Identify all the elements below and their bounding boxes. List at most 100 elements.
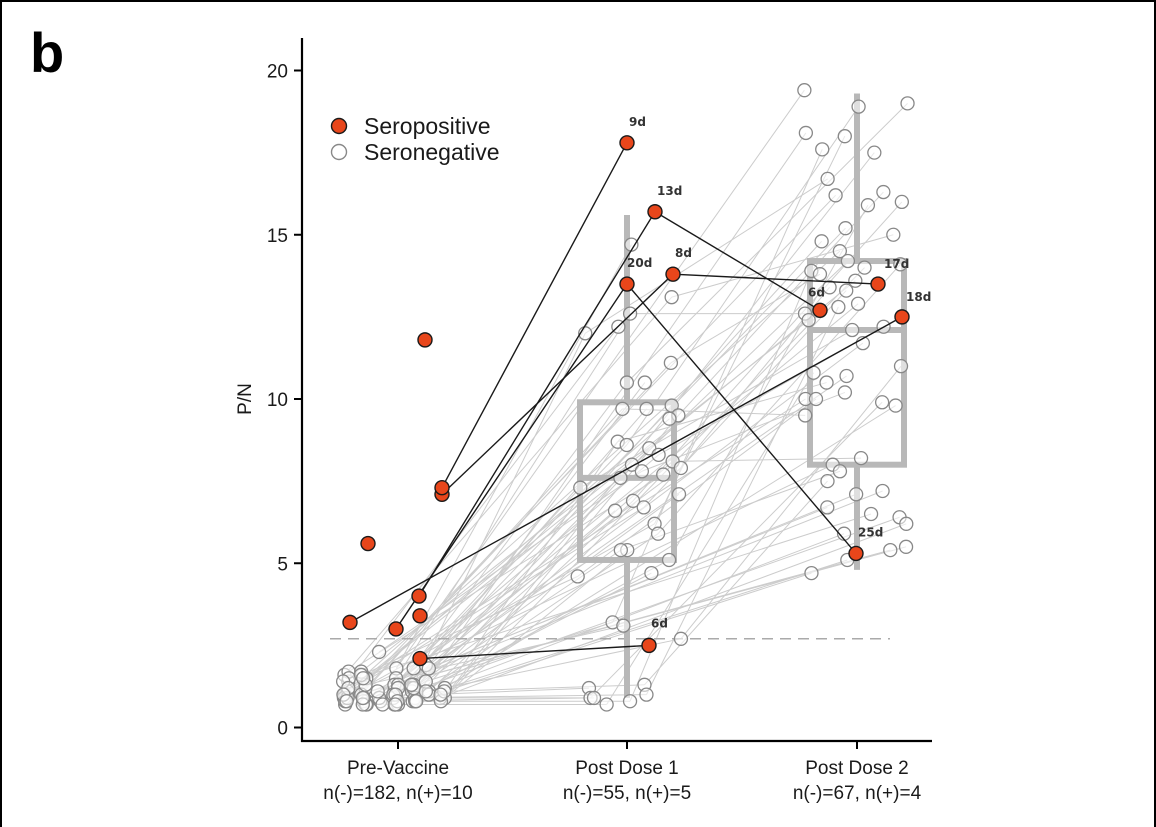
trajectory-line xyxy=(365,625,624,686)
seronegative-point xyxy=(388,697,403,712)
trajectory-line xyxy=(360,319,809,673)
seronegative-point xyxy=(371,644,387,660)
seronegative-point xyxy=(607,503,623,518)
x-category-label: Post Dose 2 xyxy=(805,758,909,779)
seropositive-point xyxy=(647,204,663,220)
trajectory-line xyxy=(362,575,578,676)
seronegative-point xyxy=(838,221,853,236)
seronegative-point xyxy=(625,493,641,508)
seronegative-point xyxy=(819,375,834,390)
seronegative-point xyxy=(860,198,876,213)
seropositive-point xyxy=(417,332,433,348)
trajectory-line xyxy=(394,487,581,686)
seronegative-point xyxy=(798,408,813,423)
seronegative-point xyxy=(815,142,830,157)
seronegative-point xyxy=(622,694,638,709)
trajectory-line xyxy=(606,372,814,705)
seropositive-trajectory xyxy=(626,283,857,554)
seronegative-point xyxy=(837,385,853,400)
trajectory-line xyxy=(344,280,856,696)
x-category-counts: n(-)=55, n(+)=5 xyxy=(563,783,691,804)
axes: 0 5 10 15 20 Pre-Vaccine n(-)=182, n(+)=10 Post… xyxy=(235,38,932,804)
trajectory-line xyxy=(392,227,846,695)
seronegative-point xyxy=(619,375,635,390)
boxplots xyxy=(577,93,907,698)
legend-seropositive-marker xyxy=(330,117,348,135)
seronegative-point xyxy=(832,464,848,479)
seronegative-point xyxy=(848,273,863,288)
seronegative-point xyxy=(433,687,448,702)
trajectory-line xyxy=(671,240,822,406)
trajectory-line xyxy=(348,513,872,682)
seronegative-point xyxy=(639,401,654,417)
seropositive-point xyxy=(342,614,358,631)
seronegative-point xyxy=(848,487,864,502)
y-tick-label: 0 xyxy=(277,719,288,740)
legend-label: Seronegative xyxy=(364,139,500,165)
seronegative-point xyxy=(898,539,914,554)
seronegative-point xyxy=(570,569,585,584)
seronegative-point xyxy=(874,395,890,410)
seronegative-point xyxy=(801,313,816,328)
seronegative-point xyxy=(804,565,819,581)
trajectory-line xyxy=(394,382,628,692)
seronegative-point xyxy=(663,355,679,371)
day-label: 9d xyxy=(629,115,646,129)
seronegative-point xyxy=(586,690,602,706)
trajectory-line xyxy=(343,250,841,696)
seronegative-point xyxy=(832,244,848,259)
seronegative-point xyxy=(839,368,854,384)
trajectory-line xyxy=(428,687,589,696)
seronegative-point xyxy=(634,464,650,479)
seronegative-point xyxy=(661,552,677,568)
trajectory-line xyxy=(395,313,631,679)
seronegative-point xyxy=(616,618,631,633)
trajectory-line xyxy=(439,523,907,699)
seronegative-point xyxy=(883,542,898,558)
day-label: 20d xyxy=(627,256,652,270)
seronegative-point xyxy=(853,450,869,466)
seropositive-point xyxy=(412,608,428,624)
seronegative-point xyxy=(339,694,354,709)
seronegative-point xyxy=(839,283,854,298)
seropositive-point xyxy=(894,309,910,325)
day-label: 6d xyxy=(651,616,668,630)
seronegative-point xyxy=(820,500,835,515)
trajectory-line xyxy=(644,480,828,686)
day-label: 13d xyxy=(657,184,682,198)
y-tick-label: 5 xyxy=(277,554,288,575)
seropositive-point xyxy=(412,650,428,667)
seronegative-point xyxy=(375,697,390,712)
seropositive-trajectory xyxy=(419,644,650,660)
seronegative-point xyxy=(409,694,424,709)
seronegative-point xyxy=(831,299,846,315)
seronegative-point xyxy=(812,267,828,282)
trajectory-line xyxy=(440,152,875,702)
seronegative-trajectories xyxy=(343,89,908,706)
seronegative-point xyxy=(798,125,814,141)
seronegative-point xyxy=(820,171,835,187)
seronegative-point xyxy=(370,684,385,699)
y-tick-label: 10 xyxy=(267,390,288,411)
seronegative-point xyxy=(619,437,634,453)
seropositive-point xyxy=(848,545,864,562)
seronegative-point xyxy=(421,661,436,676)
seronegative-point xyxy=(814,234,829,249)
trajectory-line xyxy=(444,267,865,699)
seronegative-point xyxy=(837,129,852,144)
x-category-counts: n(-)=182, n(+)=10 xyxy=(323,783,472,804)
legend-seronegative-marker xyxy=(330,143,348,161)
seronegative-point xyxy=(404,677,419,692)
seronegative-point xyxy=(828,188,843,203)
seronegative-point xyxy=(664,290,679,305)
y-axis-title: P/N xyxy=(235,383,256,415)
seronegative-point xyxy=(356,671,371,686)
seropositive-point xyxy=(870,276,886,292)
seropositive-point xyxy=(619,135,635,151)
trajectory-line xyxy=(626,102,908,383)
seropositive-point xyxy=(388,621,404,637)
seronegative-point xyxy=(644,565,659,581)
seronegative-point xyxy=(820,473,835,489)
